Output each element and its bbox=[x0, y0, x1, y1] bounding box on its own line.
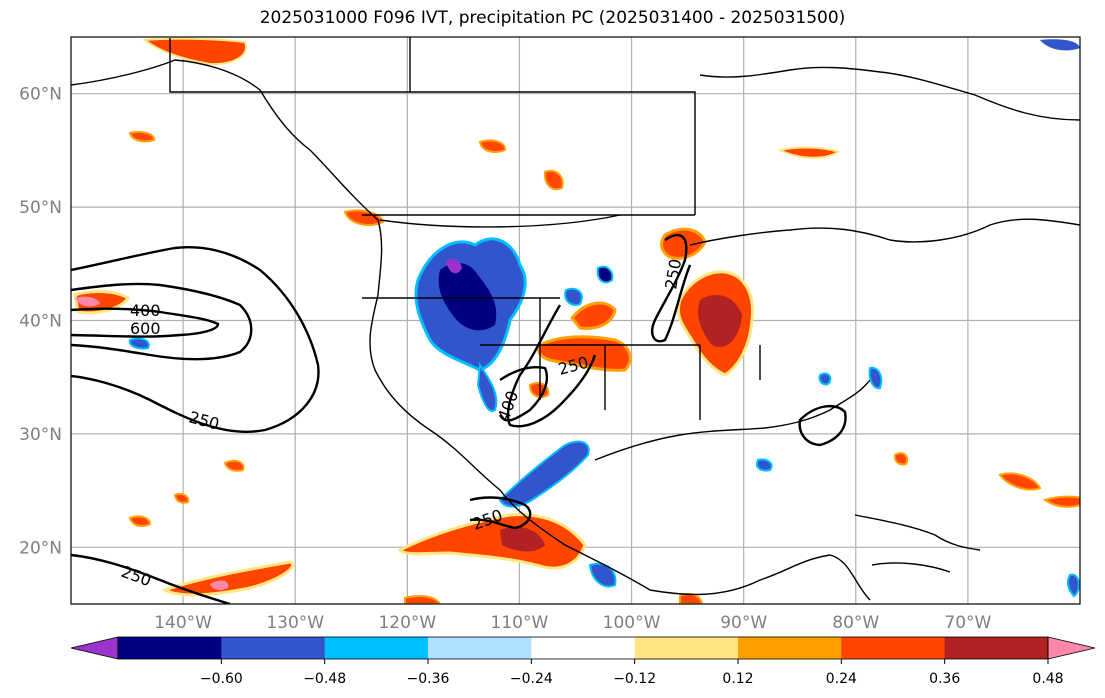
longitude-tick-label: 70°W bbox=[944, 613, 991, 633]
colorbar-segment bbox=[221, 637, 326, 659]
colorbar-tick-label: 0.12 bbox=[722, 671, 753, 687]
longitude-tick-label: 120°W bbox=[378, 613, 436, 633]
colorbar-tick-label: −0.36 bbox=[407, 671, 450, 687]
colorbar-tick-label: −0.24 bbox=[510, 671, 553, 687]
contour-label: 600 bbox=[130, 319, 161, 338]
plot-frame bbox=[70, 36, 1081, 605]
colorbar-segment bbox=[944, 637, 1049, 659]
ivt-contours bbox=[71, 234, 847, 604]
longitude-tick-label: 90°W bbox=[720, 613, 767, 633]
colorbar-tick-label: −0.12 bbox=[613, 671, 656, 687]
longitude-labels: 140°W 130°W 120°W 110°W 100°W 90°W 80°W 70°W bbox=[154, 613, 991, 633]
colorbar-segment bbox=[634, 637, 739, 659]
longitude-tick-label: 110°W bbox=[491, 613, 549, 633]
colorbar-extend-low bbox=[70, 636, 119, 660]
colorbar-tick-label: −0.60 bbox=[200, 671, 243, 687]
latitude-tick-label: 30°N bbox=[19, 425, 62, 445]
coastlines-and-borders bbox=[71, 37, 1080, 601]
colorbar-tick-label: 0.48 bbox=[1032, 671, 1063, 687]
colorbar-tick-label: −0.48 bbox=[303, 671, 346, 687]
colorbar: −0.60 −0.48 −0.36 −0.24 −0.12 0.12 0.24 0.36 0.4… bbox=[70, 636, 1096, 687]
colorbar-segment bbox=[841, 637, 946, 659]
colorbar-segment bbox=[738, 637, 842, 659]
colorbar-frame bbox=[117, 636, 1049, 660]
longitude-tick-label: 100°W bbox=[603, 613, 661, 633]
longitude-tick-label: 140°W bbox=[154, 613, 212, 633]
colorbar-segment bbox=[118, 637, 222, 659]
gridlines bbox=[71, 37, 1080, 604]
colorbar-segment bbox=[324, 637, 429, 659]
colorbar-segment bbox=[428, 637, 532, 659]
colorbar-segment bbox=[531, 637, 636, 659]
map-title: 2025031000 F096 IVT, precipitation PC (2… bbox=[259, 8, 846, 28]
latitude-tick-label: 50°N bbox=[19, 198, 62, 218]
longitude-tick-label: 80°W bbox=[832, 613, 879, 633]
colorbar-tick-label: 0.24 bbox=[826, 671, 857, 687]
longitude-tick-label: 130°W bbox=[266, 613, 324, 633]
contour-label: 400 bbox=[130, 301, 161, 320]
colorbar-tick-label: 0.36 bbox=[929, 671, 960, 687]
latitude-tick-label: 60°N bbox=[19, 85, 62, 105]
latitude-tick-label: 40°N bbox=[19, 312, 62, 332]
precip-pc-fill bbox=[73, 37, 1080, 604]
colorbar-extend-high bbox=[1047, 636, 1096, 660]
latitude-labels: 60°N 50°N 40°N 30°N 20°N bbox=[19, 85, 62, 559]
latitude-tick-label: 20°N bbox=[19, 538, 62, 558]
